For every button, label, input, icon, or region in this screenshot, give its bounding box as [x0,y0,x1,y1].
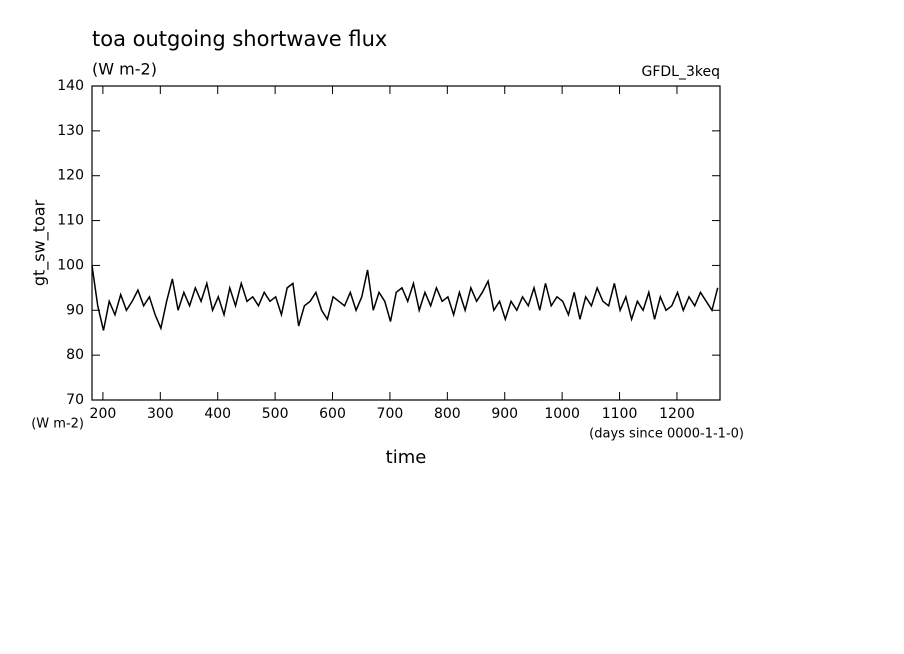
y-axis-label: gt_sw_toar [30,199,50,286]
y-tick-label: 90 [66,302,84,318]
y-tick-label: 110 [57,213,84,229]
line-series [91,265,719,331]
x-tick-label: 700 [377,406,404,422]
x-tick-label: 900 [491,406,518,422]
x-unit: (days since 0000-1-1-0) [589,427,744,442]
y-tick-label: 130 [57,123,84,139]
x-tick-label: 300 [147,406,174,422]
x-tick-label: 600 [319,406,346,422]
y-tick-label: 70 [66,392,84,408]
dataset-label: GFDL_3keq [642,64,721,80]
y-tick-label: 140 [57,78,84,94]
x-tick-label: 1100 [602,406,638,422]
y-tick-label: 100 [57,257,84,273]
y-tick-label: 80 [66,347,84,363]
x-tick-label: 400 [204,406,231,422]
chart-title: toa outgoing shortwave flux [92,27,387,51]
x-tick-label: 200 [90,406,117,422]
x-axis-label: time [386,447,427,468]
plot-frame [91,85,721,401]
x-tick-label: 1200 [659,406,695,422]
x-tick-label: 1000 [544,406,580,422]
x-tick-label: 800 [434,406,461,422]
x-tick-label: 500 [262,406,289,422]
y-tick-label: 120 [57,168,84,184]
y-unit: (W m-2) [31,417,84,432]
subtitle: (W m-2) [92,60,157,79]
